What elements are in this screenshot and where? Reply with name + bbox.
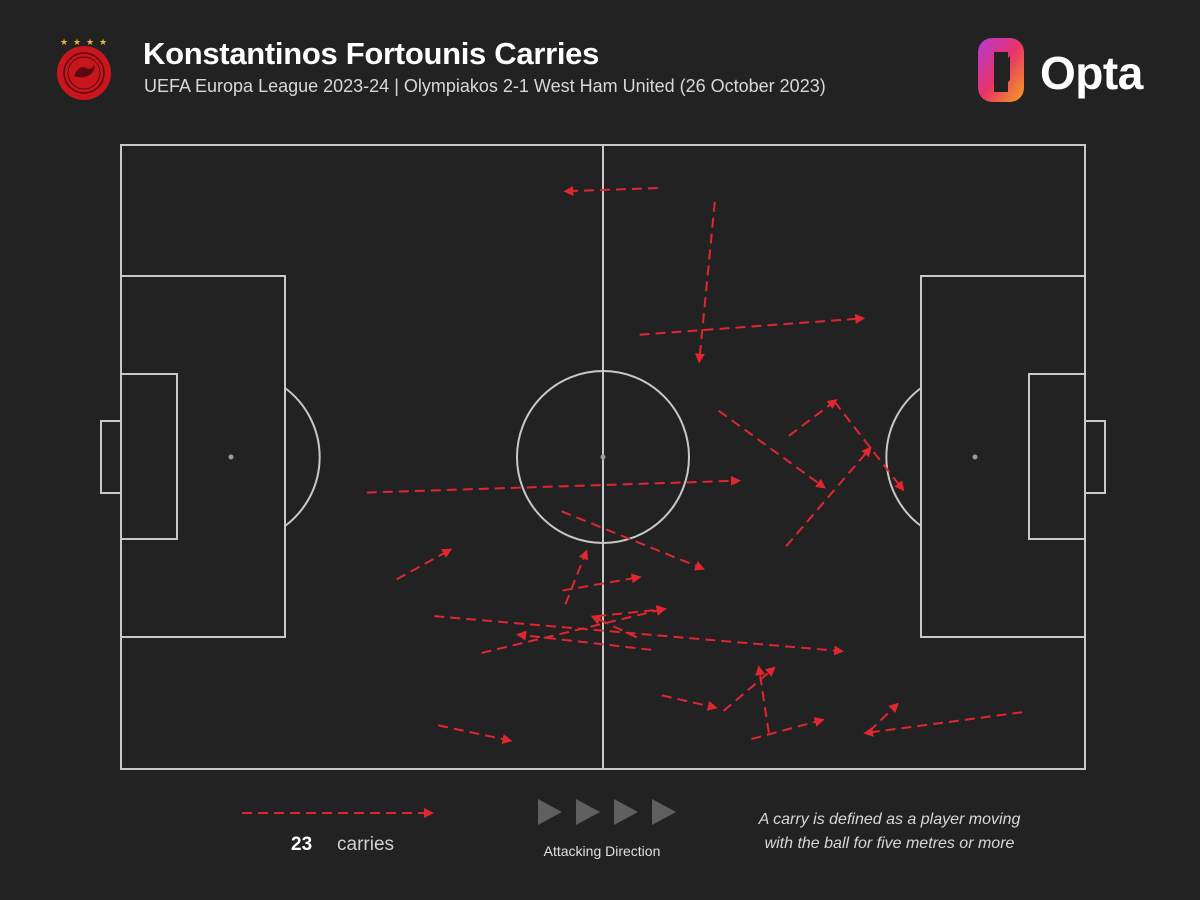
carry-arrow-19 [722,666,776,712]
carry-arrow-6 [788,399,838,437]
carry-arrow-1 [563,185,658,196]
right-penalty-spot [972,454,978,460]
svg-text:★: ★ [73,38,81,48]
svg-text:★: ★ [99,38,107,48]
carry-arrow-24 [868,702,899,733]
attacking-direction-icon [538,799,676,825]
right-penalty-arc [885,387,922,527]
centre-spot [600,454,606,460]
carry-arrow-3 [639,313,866,336]
opta-logo-icon [978,38,1024,102]
carry-arrow-18 [661,694,718,711]
carry-arrow-10 [396,548,453,581]
svg-text:★: ★ [86,38,94,48]
carry-arrow-20 [755,665,770,733]
svg-text:★: ★ [60,38,68,48]
carries-count: 23 [291,834,313,855]
carry-arrow-23 [863,711,1023,737]
carry-arrow-15 [481,605,667,654]
chart-subtitle: UEFA Europa League 2023-24 | Olympiakos … [144,76,826,96]
carry-arrow-13 [590,615,638,639]
carry-arrow-4 [366,475,741,494]
note-line: A carry is defined as a player moving [758,811,1021,828]
carry-arrow-2 [695,201,716,364]
left-six-yard-box [120,373,178,540]
left-penalty-arc [284,387,321,527]
carry-arrow-16 [434,615,845,656]
carries-layer [366,185,1023,744]
centre-circle [516,370,690,544]
carry-arrow-12 [562,573,642,592]
carry-arrow-22 [437,724,513,744]
carry-arrow-17 [516,630,652,651]
carries-unit-label: carries [337,834,395,855]
carry-arrow-14 [596,604,667,618]
opta-wordmark: Opta [1040,47,1143,99]
chart-title: Konstantinos Fortounis Carries [143,36,600,71]
carry-arrow-5 [718,410,827,489]
right-penalty-box [920,275,1086,638]
left-penalty-spot [228,454,234,460]
carry-arrow-21 [751,717,825,741]
olympiakos-crest-icon: ★ ★ ★ ★ [57,38,111,100]
carry-arrow-9 [561,510,706,571]
attacking-direction-label: Attacking Direction [543,843,661,859]
carry-arrow-11 [564,549,589,605]
carry-definition-note: A carry is defined as a player moving wi… [732,808,1047,856]
left-penalty-box [120,275,286,638]
carry-arrow-7 [833,400,905,492]
carry-arrow-8 [785,446,872,547]
right-six-yard-box [1028,373,1086,540]
left-goal [100,420,122,494]
note-line: with the ball for five metres or more [764,835,1015,852]
right-goal [1084,420,1106,494]
